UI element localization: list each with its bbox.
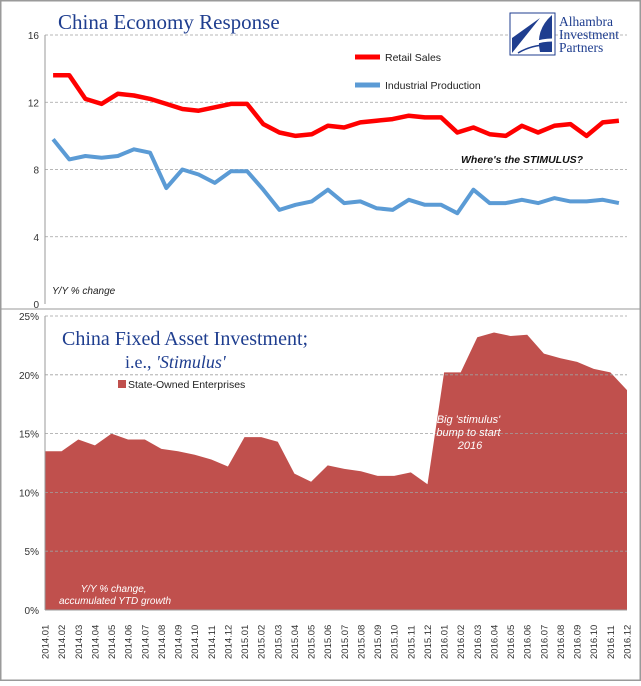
x-tick-label: 2015.09 <box>373 625 384 659</box>
top-chart-ylabel: Y/Y % change <box>52 286 116 297</box>
x-tick-label: 2014.01 <box>41 625 52 659</box>
top-panel: 0 4 8 12 16 China Economy Response Y/Y % cha… <box>0 0 641 311</box>
x-tick-label: 2015.04 <box>290 625 301 659</box>
logo-text-line-3: Partners <box>559 40 603 55</box>
alhambra-logo: Alhambra Investment Partners <box>509 12 619 56</box>
x-tick-label: 2014.03 <box>74 625 85 659</box>
bottom-area-layer <box>45 332 627 610</box>
x-tick-label: 2015.12 <box>423 625 434 659</box>
x-tick-label: 2016.06 <box>523 625 534 659</box>
bottom-ytick-label: 10% <box>19 488 39 499</box>
bottom-chart-subtitle: i.e., 'Stimulus' <box>125 352 227 372</box>
legend-label-state-owned: State-Owned Enterprises <box>128 379 245 391</box>
x-tick-label: 2014.11 <box>207 625 218 659</box>
x-tick-label: 2016.03 <box>473 625 484 659</box>
logo-text-line-2: Investment <box>559 27 619 42</box>
legend-label-industrial-production: Industrial Production <box>385 80 481 92</box>
logo-text-line-1: Alhambra <box>559 14 613 29</box>
legend-swatch-state-owned <box>118 380 126 388</box>
legend-label-retail-sales: Retail Sales <box>385 52 441 64</box>
x-tick-label: 2016.09 <box>573 625 584 659</box>
bottom-ylabel-annotation: Y/Y % change, accumulated YTD growth <box>59 584 172 607</box>
top-ytick-label: 4 <box>33 233 39 244</box>
x-tick-label: 2015.03 <box>273 625 284 659</box>
x-tick-label: 2016.01 <box>440 625 451 659</box>
bottom-ylabel-line-1: Y/Y % change, <box>81 584 147 595</box>
stimulus-bump-annotation: Big 'stimulus' bump to start 2016 <box>436 414 503 452</box>
top-ytick-label: 16 <box>28 31 40 42</box>
x-tick-label: 2016.07 <box>539 625 550 659</box>
stimulus-bump-line-2: bump to start <box>436 427 501 439</box>
x-tick-label: 2016.11 <box>606 625 617 659</box>
bottom-xticks: 2014.01 2014.02 2014.03 2014.04 2014.05 2014.… <box>41 625 634 659</box>
top-chart-title: China Economy Response <box>58 10 280 34</box>
x-tick-label: 2014.05 <box>107 625 118 659</box>
x-tick-label: 2014.12 <box>223 625 234 659</box>
x-tick-label: 2015.10 <box>390 625 401 659</box>
x-tick-label: 2014.10 <box>190 625 201 659</box>
bottom-ytick-label: 5% <box>25 547 40 558</box>
bottom-subtitle-prefix: i.e., <box>125 352 156 372</box>
bottom-ylabel-line-2: accumulated YTD growth <box>59 596 172 607</box>
x-tick-label: 2016.02 <box>456 625 467 659</box>
x-tick-label: 2015.07 <box>340 625 351 659</box>
bottom-subtitle-emphasis: 'Stimulus' <box>156 352 227 372</box>
bottom-ytick-label: 20% <box>19 371 39 382</box>
x-tick-label: 2015.02 <box>257 625 268 659</box>
stimulus-bump-line-3: 2016 <box>457 440 483 452</box>
bottom-ytick-label: 15% <box>19 430 39 441</box>
x-tick-label: 2014.08 <box>157 625 168 659</box>
top-yticks: 0 4 8 12 16 <box>28 31 40 311</box>
x-tick-label: 2015.06 <box>323 625 334 659</box>
top-ytick-label: 12 <box>28 98 40 109</box>
logo-sail-right <box>538 15 552 52</box>
area-state-owned-enterprises <box>45 332 627 610</box>
x-tick-label: 2014.02 <box>57 625 68 659</box>
x-tick-label: 2016.04 <box>490 625 501 659</box>
x-tick-label: 2016.12 <box>623 625 634 659</box>
stimulus-bump-line-1: Big 'stimulus' <box>437 414 501 426</box>
x-tick-label: 2015.05 <box>307 625 318 659</box>
x-tick-label: 2014.09 <box>174 625 185 659</box>
bottom-ytick-label: 0% <box>25 606 40 617</box>
x-tick-label: 2014.06 <box>124 625 135 659</box>
x-tick-label: 2016.05 <box>506 625 517 659</box>
bottom-grid <box>45 315 627 552</box>
logo-swoosh-line <box>517 44 553 54</box>
series-line-retail-sales <box>53 73 620 139</box>
x-tick-label: 2015.11 <box>406 625 417 659</box>
x-tick-label: 2015.01 <box>240 625 251 659</box>
x-tick-label: 2015.08 <box>356 625 367 659</box>
top-ytick-label: 0 <box>33 300 39 311</box>
top-ytick-label: 8 <box>33 166 39 177</box>
bottom-ytick-label: 25% <box>19 312 39 323</box>
top-series <box>51 73 620 216</box>
x-tick-label: 2016.10 <box>589 625 600 659</box>
bottom-chart-title: China Fixed Asset Investment; <box>62 328 308 350</box>
x-tick-label: 2016.08 <box>556 625 567 659</box>
x-tick-label: 2014.07 <box>140 625 151 659</box>
bottom-panel: 0%5%10%15%20%25% 2014.01 2014.02 2014.03 20… <box>0 308 641 681</box>
series-line-industrial-production <box>51 137 620 216</box>
stimulus-question-annotation: Where's the STIMULUS? <box>461 154 584 166</box>
x-tick-label: 2014.04 <box>90 625 101 659</box>
bottom-yticks: 0% 5% 10% 15% 20% 25% <box>19 312 39 617</box>
logo-sail-left <box>512 18 540 53</box>
